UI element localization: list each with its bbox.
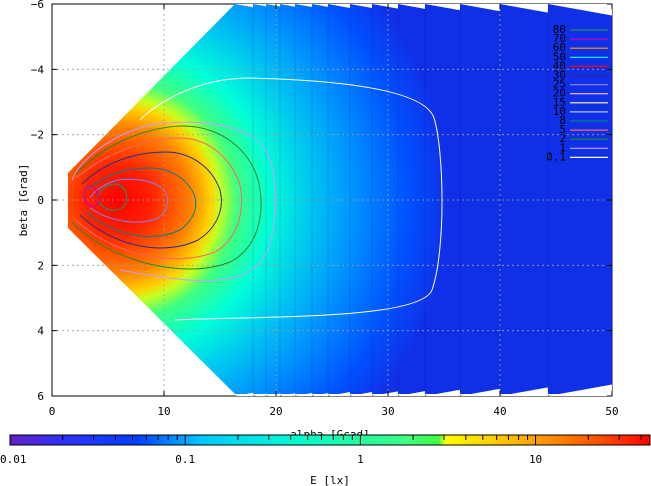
x-tick-label: 50 — [605, 405, 618, 418]
saw-tooth — [372, 4, 398, 9]
saw-tooth — [398, 391, 425, 396]
sawtooth-edges — [235, 4, 613, 396]
legend-level: 5 — [559, 123, 566, 136]
saw-tooth — [425, 4, 460, 11]
legend-level: 2 — [559, 132, 566, 145]
saw-tooth — [280, 4, 295, 7]
colorbar-tick-label: 1 — [357, 453, 364, 466]
legend-level: 20 — [553, 87, 566, 100]
contour-80 — [83, 185, 99, 208]
saw-tooth — [460, 388, 500, 396]
contour-40 — [89, 178, 168, 223]
contour-5 — [73, 137, 243, 260]
saw-tooth — [350, 392, 372, 396]
colorbar-ticks: 0.01 0.1 1 10 — [0, 435, 642, 466]
saw-tooth — [235, 4, 253, 8]
legend-level: 1 — [559, 141, 566, 154]
x-tick-label: 30 — [381, 405, 394, 418]
legend-level: 30 — [553, 69, 566, 82]
colorbar-label: E [lx] — [310, 474, 350, 486]
saw-tooth — [372, 391, 398, 396]
colorbar-tick-label: 10 — [529, 453, 542, 466]
contour-70 — [97, 183, 128, 211]
saw-tooth — [312, 393, 328, 396]
legend-level: 25 — [553, 78, 566, 91]
x-tick-label: 0 — [49, 405, 56, 418]
saw-tooth — [548, 4, 612, 16]
y-axis-label: beta [Grad] — [17, 164, 30, 237]
legend-level: 10 — [553, 105, 566, 118]
saw-tooth — [253, 4, 266, 7]
contour-1 — [71, 121, 276, 282]
x-tick-label: 20 — [269, 405, 282, 418]
x-tick-label: 40 — [493, 405, 506, 418]
legend-level: 70 — [553, 32, 566, 45]
contour-lines — [71, 77, 443, 321]
saw-tooth — [235, 392, 253, 396]
legend-level: 60 — [553, 41, 566, 54]
contour-10 — [79, 151, 222, 249]
saw-tooth — [500, 387, 548, 396]
saw-tooth — [350, 4, 372, 8]
saw-tooth — [425, 389, 460, 396]
legend-level: 80 — [553, 23, 566, 36]
saw-tooth — [398, 4, 425, 9]
saw-tooth — [328, 392, 350, 396]
y-tick-label: 6 — [37, 390, 44, 403]
saw-tooth — [460, 4, 500, 12]
saw-tooth — [328, 4, 350, 8]
contour-0.1 — [139, 77, 443, 321]
x-axis: 0 10 20 30 40 50 — [49, 4, 619, 418]
saw-tooth — [500, 4, 548, 13]
y-tick-label: 0 — [37, 194, 44, 207]
grid — [52, 4, 612, 396]
y-tick-label: −4 — [31, 63, 45, 76]
legend-level: 8 — [559, 114, 566, 127]
legend-level: 50 — [553, 50, 566, 63]
saw-tooth — [253, 393, 266, 396]
legend-level: 40 — [553, 59, 566, 72]
contour-2 — [71, 125, 262, 270]
x-tick-label: 10 — [157, 405, 170, 418]
saw-tooth — [280, 393, 295, 396]
colorbar-tick-label: 0.1 — [175, 453, 195, 466]
colorbar — [9, 434, 651, 446]
y-tick-label: 2 — [37, 259, 44, 272]
legend-level: 15 — [553, 96, 566, 109]
y-axis: −6 −4 −2 0 2 4 6 — [31, 0, 612, 403]
saw-tooth — [312, 4, 328, 7]
y-tick-label: −2 — [31, 129, 44, 142]
saw-tooth — [548, 384, 612, 396]
y-tick-label: 4 — [37, 325, 44, 338]
saw-tooth — [295, 392, 312, 396]
y-tick-label: −6 — [31, 0, 44, 11]
saw-tooth — [295, 4, 312, 8]
colorbar-tick-label: 0.01 — [0, 453, 27, 466]
legend-level: 0.1 — [546, 150, 566, 163]
contour-20 — [85, 167, 197, 237]
